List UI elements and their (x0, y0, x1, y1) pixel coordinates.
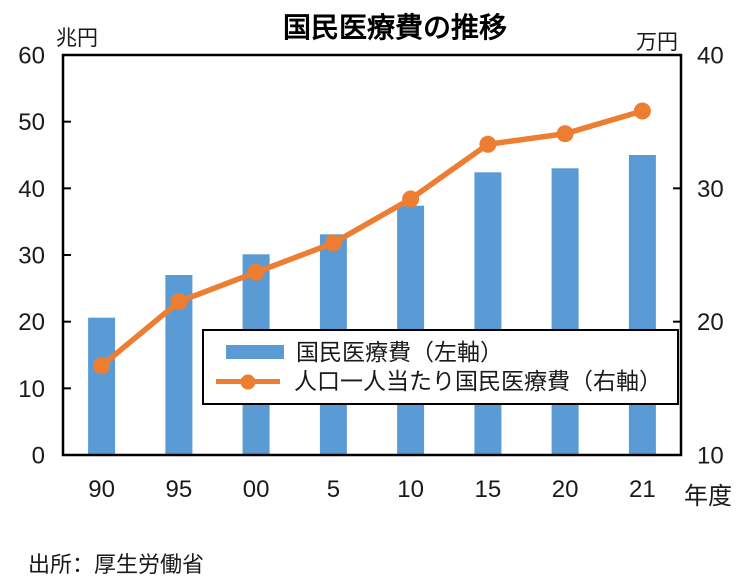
bar-20 (551, 168, 579, 456)
line-point-90 (93, 357, 111, 375)
line-point-00 (247, 263, 265, 281)
axis-ticks (63, 120, 681, 390)
legend-entry-line: 人口一人当たり国民医療費（右軸） (204, 370, 677, 393)
left-axis-tick-label: 10 (18, 376, 45, 403)
right-axis-tick-label: 30 (697, 176, 724, 203)
line-point-21 (633, 102, 651, 120)
legend-bar-swatch (226, 345, 284, 360)
left-axis-tick-label: 60 (18, 43, 45, 70)
line-point-95 (170, 293, 188, 311)
legend-entry-bars: 国民医療費（左軸） (204, 338, 677, 365)
left-axis-tick-label: 40 (18, 176, 45, 203)
line-point-5 (324, 234, 342, 252)
right-axis-tick-label: 40 (697, 43, 724, 70)
x-axis-tick-label: 90 (88, 476, 115, 503)
bar-90 (88, 317, 116, 455)
x-axis-tick-label: 21 (629, 476, 656, 503)
line-point-15 (479, 135, 497, 153)
line-point-20 (556, 125, 574, 143)
legend-line-swatch (216, 374, 280, 390)
source-note: 出所：厚生労働省 (28, 552, 205, 577)
x-axis-tick-label: 95 (166, 476, 193, 503)
left-axis-tick-label: 50 (18, 109, 45, 136)
right-axis-tick-label: 20 (697, 309, 724, 336)
right-axis-unit-label: 万円 (636, 31, 678, 54)
x-axis-tick-label: 15 (475, 476, 502, 503)
legend-label-line: 人口一人当たり国民医療費（右軸） (294, 368, 662, 395)
legend-label-bars: 国民医療費（左軸） (296, 338, 503, 365)
x-axis-tick-label: 00 (243, 476, 270, 503)
x-axis-tick-label: 20 (552, 476, 579, 503)
axis-tick-labels: 60 50 40 30 20 10 0 40 30 20 10 90 95 00 5 10 15 20 21 (18, 43, 723, 504)
left-axis-tick-label: 30 (18, 243, 45, 270)
bar-21 (628, 155, 656, 455)
bar-15 (474, 172, 502, 456)
legend-line-marker-icon (240, 374, 256, 390)
x-axis-tick-label: 10 (397, 476, 424, 503)
left-axis-unit-label: 兆円 (56, 27, 98, 50)
line-point-10 (402, 190, 420, 208)
left-axis-tick-label: 0 (32, 443, 45, 470)
chart-title: 国民医療費の推移 (282, 12, 507, 43)
x-axis-tick-label: 5 (327, 476, 340, 503)
x-axis-unit-label: 年度 (684, 483, 732, 510)
line-path (98, 108, 646, 369)
left-axis-tick-label: 20 (18, 309, 45, 336)
legend: 国民医療費（左軸） 人口一人当たり国民医療費（右軸） (202, 329, 679, 405)
line-series (93, 102, 651, 375)
right-axis-tick-label: 10 (697, 443, 724, 470)
